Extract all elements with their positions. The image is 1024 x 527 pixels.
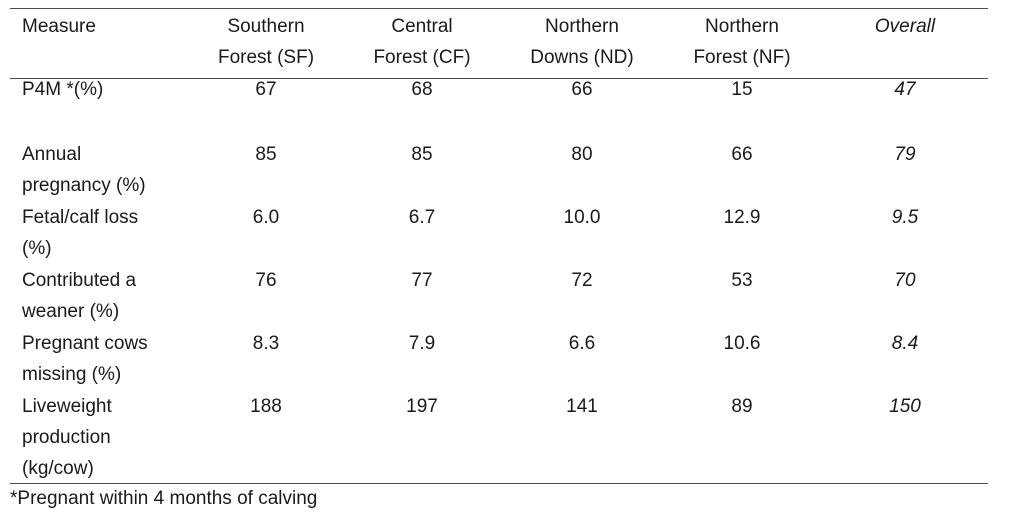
row-label-line: Pregnant cows <box>22 333 148 354</box>
cell-sf: 76 <box>255 270 277 291</box>
table-footnote: *Pregnant within 4 months of calving <box>10 488 318 509</box>
row-label-line: weaner (%) <box>22 301 120 322</box>
row-label-p4m: P4M *(%) <box>10 74 190 106</box>
header-nd-line-2: Downs (ND) <box>530 47 634 68</box>
cell-nf: 66 <box>731 144 753 165</box>
spacer-cell <box>10 106 190 139</box>
cell-sf: 8.3 <box>252 333 280 354</box>
header-measure: Measure <box>10 8 190 74</box>
row-label-pregnant-cows-missing: Pregnant cows missing (%) <box>10 328 190 391</box>
table-spacer-row <box>10 106 988 139</box>
header-cf-line-2: Forest (CF) <box>373 47 471 68</box>
header-northern-forest: Northern Forest (NF) <box>662 8 822 74</box>
row-label-fetal-calf-loss: Fetal/calf loss (%) <box>10 202 190 265</box>
table-bottom-rule <box>10 483 988 484</box>
header-nf-line-2: Forest (NF) <box>693 47 791 68</box>
cell-overall: 150 <box>889 396 921 417</box>
cell-nd: 72 <box>571 270 593 291</box>
cell-overall: 79 <box>894 144 916 165</box>
row-label-contributed-weaner: Contributed a weaner (%) <box>10 265 190 328</box>
row-label-liveweight-production: Liveweight production (kg/cow) <box>10 391 190 485</box>
cell-nd: 80 <box>571 144 593 165</box>
table-header-rule <box>10 78 988 79</box>
cell-nf: 10.6 <box>723 333 761 354</box>
cell-sf: 67 <box>255 79 277 100</box>
cell-overall: 8.4 <box>891 333 919 354</box>
row-label-line: pregnancy (%) <box>22 175 146 196</box>
cell-nd: 66 <box>571 79 593 100</box>
cell-nf: 53 <box>731 270 753 291</box>
table-header-row: Measure Southern Forest (SF) Central For… <box>10 8 988 74</box>
table-row: Pregnant cows missing (%) 8.3 7.9 6.6 10… <box>10 328 988 391</box>
row-label-line: (kg/cow) <box>22 458 94 479</box>
header-nd-line-1: Northern <box>545 16 619 37</box>
header-nf-line-1: Northern <box>705 16 779 37</box>
row-label-line: Fetal/calf loss <box>22 207 139 228</box>
cell-sf: 85 <box>255 144 277 165</box>
table-row: Annual pregnancy (%) 85 85 80 66 79 <box>10 139 988 202</box>
row-label-annual-pregnancy: Annual pregnancy (%) <box>10 139 190 202</box>
spacer-cell <box>502 106 662 139</box>
header-sf-line-2: Forest (SF) <box>217 47 315 68</box>
row-label-line: Liveweight <box>22 396 112 417</box>
cell-cf: 6.7 <box>408 207 436 228</box>
cell-nd: 6.6 <box>568 333 596 354</box>
cell-cf: 7.9 <box>408 333 436 354</box>
spacer-cell <box>190 106 342 139</box>
table-top-rule <box>10 8 988 9</box>
header-overall: Overall <box>822 8 988 74</box>
spacer-cell <box>342 106 502 139</box>
spacer-cell <box>822 106 988 139</box>
cell-cf: 77 <box>411 270 433 291</box>
cell-overall: 47 <box>894 79 916 100</box>
cell-cf: 68 <box>411 79 433 100</box>
cell-sf: 188 <box>250 396 282 417</box>
row-label-line: missing (%) <box>22 364 122 385</box>
header-southern-forest: Southern Forest (SF) <box>190 8 342 74</box>
header-overall-line-1: Overall <box>874 16 936 37</box>
spacer-cell <box>662 106 822 139</box>
row-label-line: Annual <box>22 144 82 165</box>
cell-overall: 70 <box>894 270 916 291</box>
cell-cf: 197 <box>406 396 438 417</box>
row-label-line: P4M *(%) <box>22 79 104 100</box>
table-row: P4M *(%) 67 68 66 15 47 <box>10 74 988 106</box>
header-sf-line-1: Southern <box>227 16 305 37</box>
cell-cf: 85 <box>411 144 433 165</box>
header-central-forest: Central Forest (CF) <box>342 8 502 74</box>
cell-nf: 89 <box>731 396 753 417</box>
header-northern-downs: Northern Downs (ND) <box>502 8 662 74</box>
cell-sf: 6.0 <box>252 207 280 228</box>
cell-nf: 15 <box>731 79 753 100</box>
row-label-line: production <box>22 427 111 448</box>
table-row: Contributed a weaner (%) 76 77 72 53 70 <box>10 265 988 328</box>
cell-overall: 9.5 <box>891 207 919 228</box>
row-label-line: (%) <box>22 238 52 259</box>
reproduction-measures-table: Measure Southern Forest (SF) Central For… <box>10 8 988 485</box>
table-row: Fetal/calf loss (%) 6.0 6.7 10.0 12.9 9.… <box>10 202 988 265</box>
header-cf-line-1: Central <box>391 16 453 37</box>
cell-nd: 141 <box>566 396 598 417</box>
row-label-line: Contributed a <box>22 270 137 291</box>
cell-nd: 10.0 <box>563 207 601 228</box>
cell-nf: 12.9 <box>723 207 761 228</box>
table-row: Liveweight production (kg/cow) 188 197 1… <box>10 391 988 485</box>
header-measure-line-1: Measure <box>22 16 96 37</box>
